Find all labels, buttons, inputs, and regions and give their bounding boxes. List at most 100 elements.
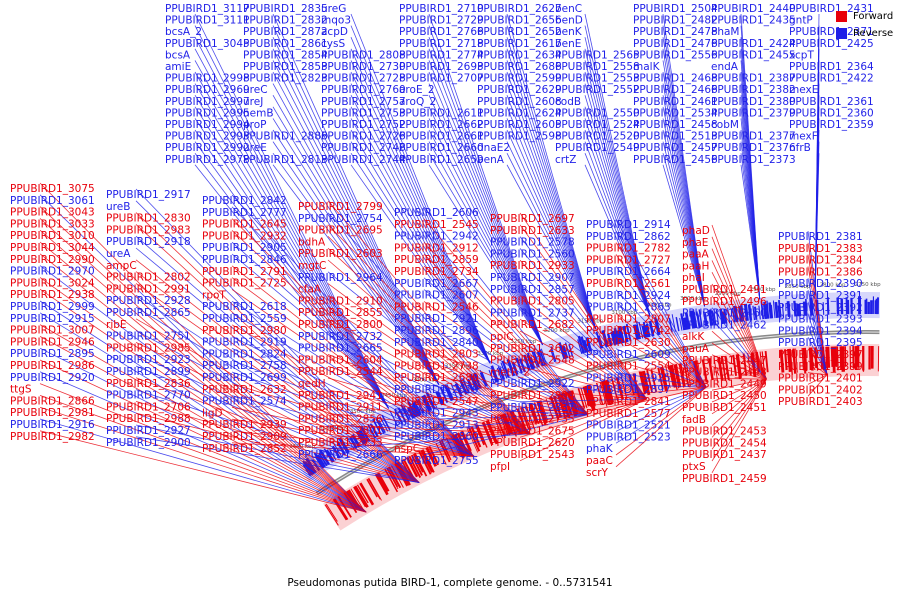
label-leader-line xyxy=(135,318,420,483)
gene-label: PPUBIRD1_2913 xyxy=(394,419,479,431)
label-leader-line xyxy=(428,37,543,346)
gene-label: PPUBIRD1_2997 xyxy=(165,96,250,108)
label-leader-line xyxy=(615,301,707,388)
label-leader-line xyxy=(428,141,543,346)
reverse-gene xyxy=(778,299,782,318)
gene-label: PPUBIRD1_2377 xyxy=(711,131,796,143)
label-leader-line xyxy=(39,395,367,513)
gene-label: PPUBIRD1_2865 xyxy=(106,307,191,319)
label-leader-line xyxy=(584,83,651,317)
forward-gene xyxy=(802,347,807,374)
gene-label: PPUBIRD1_2604 xyxy=(298,354,383,366)
forward-gene xyxy=(683,362,690,388)
gene-label: PPUBIRD1_2754 xyxy=(298,213,383,225)
gene-label: PPUBIRD1_2872 xyxy=(243,26,328,38)
label-leader-line xyxy=(807,278,828,375)
reverse-gene xyxy=(822,302,825,315)
label-leader-line xyxy=(272,71,440,385)
reverse-gene xyxy=(766,300,770,319)
gene-label: PPUBIRD1_2437 xyxy=(682,449,767,461)
gene-label: PPUBIRD1_2946 xyxy=(10,336,95,348)
forward-gene xyxy=(826,346,831,368)
gene-label: bcsA xyxy=(165,49,191,61)
forward-gene xyxy=(708,358,714,380)
strand-legend: Forward Reverse xyxy=(836,8,893,42)
gene-label: PPUBIRD1_2837 xyxy=(490,402,575,414)
gene-label: PPUBIRD1_2660 xyxy=(399,142,484,154)
gene-label: ureA xyxy=(106,248,131,260)
reverse-gene xyxy=(515,357,523,374)
ruler-tick-label: 2900 kbp xyxy=(750,287,776,293)
gene-label: PPUBIRD1_2760 xyxy=(321,84,406,96)
forward-gene xyxy=(646,370,653,393)
label-leader-line xyxy=(327,433,531,450)
gene-label: PPUBIRD1_2980 xyxy=(202,325,287,337)
label-leader-line xyxy=(519,283,647,400)
reverse-gene xyxy=(558,342,566,360)
forward-gene xyxy=(615,377,624,400)
gene-label: PPUBIRD1_2435 xyxy=(711,15,796,27)
gene-label: aroE_2 xyxy=(399,84,435,96)
gene-label: PPUBIRD1_2994 xyxy=(165,119,250,131)
label-leader-line xyxy=(350,83,491,364)
gene-label: PPUBIRD1_2982 xyxy=(10,431,95,443)
gene-label: mexE xyxy=(789,84,818,96)
label-leader-line xyxy=(272,118,440,385)
gene-label: PPUBIRD1_2607 xyxy=(394,290,479,302)
reverse-gene xyxy=(704,313,708,327)
gene-label: PPUBIRD1_2665 xyxy=(298,343,383,355)
label-leader-line xyxy=(662,141,706,307)
reverse-gene xyxy=(634,324,641,340)
gene-label: PPUBIRD1_2729 xyxy=(399,15,484,27)
forward-gene xyxy=(470,426,482,448)
reverse-gene xyxy=(608,333,613,346)
gene-label: PPUBIRD1_2381 xyxy=(778,231,863,243)
gene-label: PPUBIRD1_2634 xyxy=(477,49,562,61)
map-caption: Pseudomonas putida BIRD-1, complete geno… xyxy=(287,577,613,589)
legend-reverse: Reverse xyxy=(836,25,893,42)
gene-label: ribE xyxy=(106,319,127,331)
gene-label: PPUBIRD1_2578 xyxy=(490,237,575,249)
label-leader-line xyxy=(584,153,651,317)
label-leader-line xyxy=(711,295,767,380)
forward-gene xyxy=(661,366,668,389)
label-leader-line xyxy=(231,348,475,457)
reverse-gene xyxy=(389,410,399,427)
label-leader-line xyxy=(327,365,531,435)
gene-label: PPUBIRD1_2939 xyxy=(202,419,287,431)
gene-label: cysS xyxy=(321,38,345,50)
label-leader-line xyxy=(231,407,475,457)
gene-label: PPUBIRD1_2755 xyxy=(394,455,479,467)
gene-label: benC xyxy=(555,3,582,15)
gene-label: PPUBIRD1_2782 xyxy=(586,243,671,255)
gene-label: PPUBIRD1_2918 xyxy=(106,236,191,248)
gene-label: PPUBIRD1_2693 xyxy=(399,61,484,73)
label-leader-line xyxy=(615,254,707,388)
label-leader-line xyxy=(506,106,597,330)
gene-label: PPUBIRD1_2860 xyxy=(394,431,479,443)
reverse-gene xyxy=(679,317,683,331)
gene-label: paaH xyxy=(682,260,709,272)
label-leader-line xyxy=(615,289,707,388)
label-leader-line xyxy=(615,383,707,388)
label-leader-line xyxy=(807,372,828,376)
forward-gene xyxy=(556,394,567,419)
reverse-gene xyxy=(840,298,844,315)
gene-label: ampC xyxy=(106,260,137,272)
forward-gene xyxy=(877,346,880,372)
reverse-gene xyxy=(577,335,585,354)
gene-label: PPUBIRD1_2361 xyxy=(789,96,874,108)
gene-label: PPUBIRD1_2710 xyxy=(399,3,484,15)
gene-label: PPUBIRD1_2633 xyxy=(490,225,575,237)
gene-label: PPUBIRD1_2920 xyxy=(10,372,95,384)
label-leader-line xyxy=(39,300,367,513)
label-leader-line xyxy=(350,25,491,364)
reverse-gene xyxy=(836,297,840,315)
label-leader-line xyxy=(711,272,767,380)
label-leader-line xyxy=(615,324,707,388)
label-leader-line xyxy=(194,129,389,409)
label-leader-line xyxy=(519,330,647,400)
forward-gene xyxy=(671,364,678,390)
reverse-gene xyxy=(318,449,331,466)
